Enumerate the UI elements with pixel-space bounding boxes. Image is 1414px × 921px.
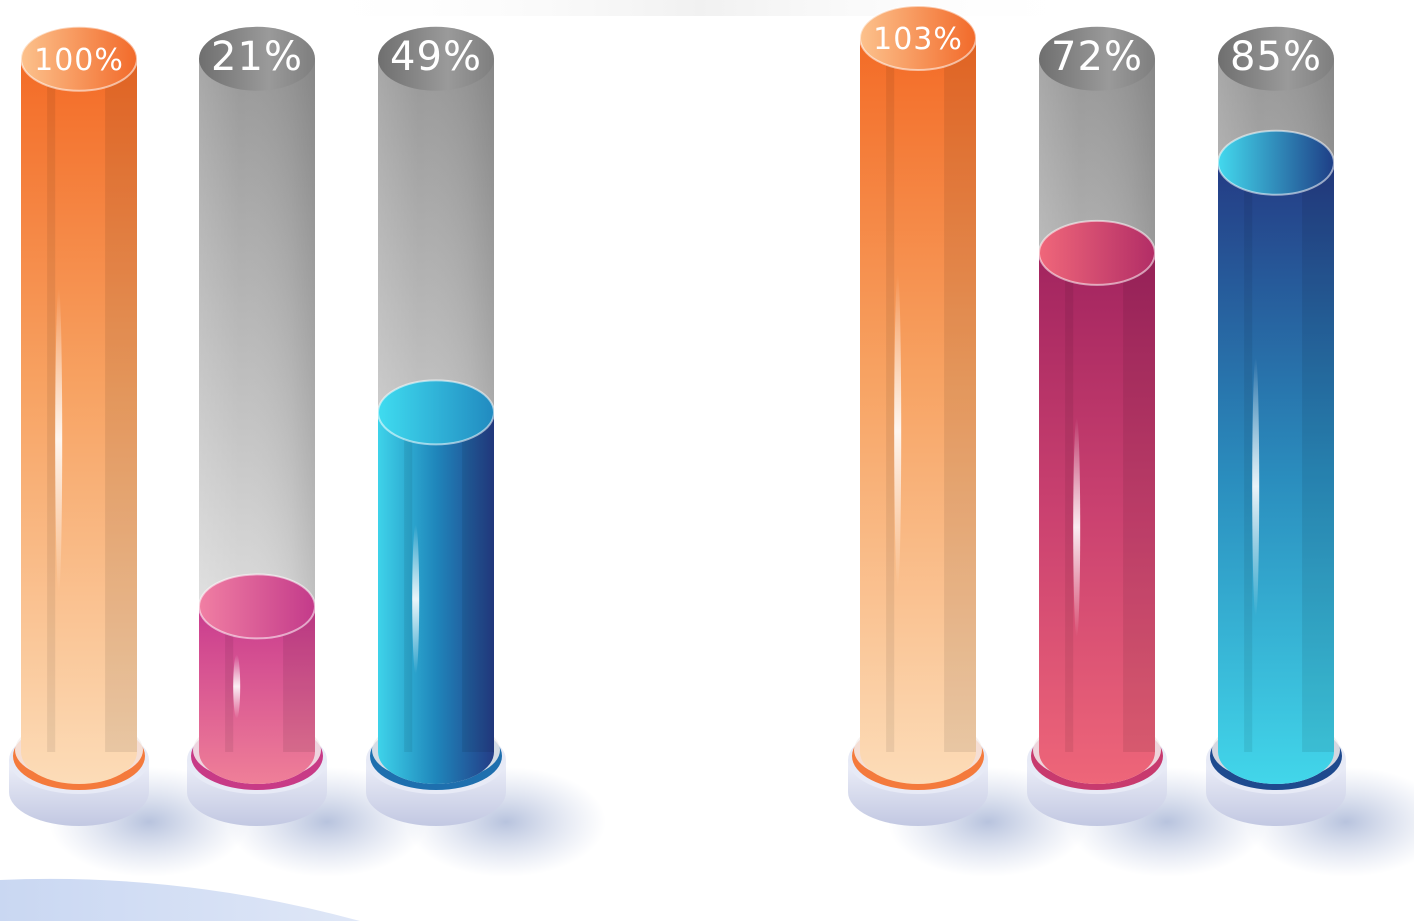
value-label: 100% (34, 43, 124, 78)
bar-fill-shade (1123, 252, 1155, 753)
tube-top-cap (1039, 26, 1155, 91)
bar-fill-stripe (225, 606, 234, 752)
bottom-swoosh (0, 878, 360, 921)
bar-fill (1039, 252, 1155, 785)
bar-fill (1218, 162, 1334, 784)
bar-1-2: 21% (187, 26, 427, 877)
bar-gloss (233, 654, 241, 719)
bars-layer: 100% 21% 49% 103% 72% 85% (9, 5, 1414, 877)
bar-fill-shade (1302, 162, 1334, 752)
bar-fill-shade (105, 58, 137, 752)
bar-fill-cap (1038, 219, 1156, 286)
value-label: 49% (390, 34, 482, 80)
bar-fill-stripe (404, 412, 413, 752)
bar-fill-cap (1217, 129, 1335, 196)
bar-gloss (1252, 357, 1260, 617)
bar-2-3: 85% (1206, 26, 1414, 877)
bar-fill (860, 38, 976, 784)
bar-fill-cap (20, 25, 138, 92)
chart-2: 103% 72% 85% (848, 5, 1414, 877)
bar-fill-cap (377, 379, 495, 446)
bar-gloss (894, 273, 902, 588)
bar-gloss (55, 287, 63, 593)
value-label: 21% (211, 34, 303, 80)
bar-fill-shade (944, 38, 976, 752)
bar-fill-stripe (1065, 252, 1074, 753)
bar-fill-stripe (886, 38, 895, 752)
bar-fill-stripe (47, 58, 56, 752)
value-label: 103% (873, 22, 963, 57)
value-label: 85% (1230, 34, 1322, 80)
bar-gloss (1073, 417, 1081, 638)
value-label: 72% (1051, 34, 1143, 80)
bar-fill (378, 412, 494, 784)
top-band (300, 0, 1100, 16)
bar-fill-shade (462, 412, 494, 752)
bar-2-2: 72% (1027, 26, 1267, 877)
bar-fill (21, 58, 137, 784)
tube-top-cap (199, 26, 315, 91)
chart-1: 100% 21% 49% (9, 25, 606, 877)
bar-2-1: 103% (848, 5, 1088, 877)
bar-fill-cap (198, 573, 316, 640)
bar-gloss (412, 524, 420, 674)
bar-1-3: 49% (366, 26, 606, 877)
tube-top-cap (378, 26, 494, 91)
bar-fill-cap (859, 5, 977, 71)
tube-top-cap (1218, 26, 1334, 91)
bar-fill (199, 606, 315, 784)
bar-fill-stripe (1244, 162, 1253, 752)
bar-1-1: 100% (9, 25, 249, 877)
